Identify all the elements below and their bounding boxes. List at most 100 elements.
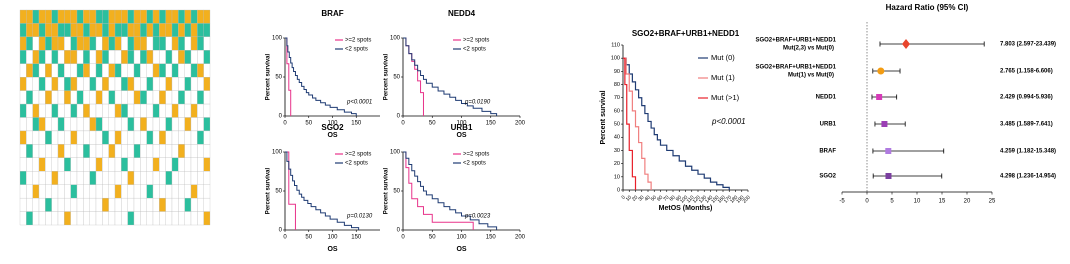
heatmap-cell <box>45 90 52 105</box>
heatmap-cell <box>114 9 122 24</box>
heatmap-cell <box>152 197 160 212</box>
heatmap-cell <box>140 103 147 118</box>
row-sublabel: Mut(2,3) vs Mut(0) <box>783 46 834 52</box>
heatmap-cell <box>178 23 185 38</box>
heatmap-cell <box>190 103 198 118</box>
heatmap-cell <box>64 103 71 118</box>
heatmap-cell <box>159 117 166 132</box>
heatmap-cell <box>159 36 166 51</box>
heatmap-cell <box>38 184 46 199</box>
heatmap-cell <box>184 211 192 226</box>
heatmap-cell <box>140 130 147 145</box>
legend-label: Mut (>1) <box>711 93 740 102</box>
heatmap-cell <box>51 197 59 212</box>
point <box>902 39 911 49</box>
survival-curve <box>623 57 637 190</box>
heatmap-cell <box>51 184 59 199</box>
heatmap-cell <box>190 63 198 78</box>
heatmap-cell <box>159 171 166 185</box>
heatmap-cell <box>32 130 40 145</box>
heatmap-cell <box>26 144 33 158</box>
heatmap-cell <box>165 103 173 118</box>
heatmap-cell <box>190 23 198 38</box>
x-tick-label: 10 <box>625 194 633 202</box>
heatmap-cell <box>203 36 211 51</box>
x-tick-label: 0 <box>283 235 287 241</box>
heatmap-cell <box>83 63 90 78</box>
x-tick-label: 90 <box>675 194 683 202</box>
row-label: SGO2+BRAF+URB1+NEDD1 <box>755 65 836 71</box>
heatmap-cell <box>38 171 46 185</box>
heatmap-cell <box>64 130 71 145</box>
heatmap-cell <box>133 50 141 64</box>
heatmap-cell <box>76 197 84 212</box>
heatmap-cell <box>165 90 173 105</box>
heatmap-cell <box>95 197 103 212</box>
heatmap-cell <box>140 211 147 226</box>
heatmap-cell <box>146 211 154 226</box>
heatmap-cell <box>133 23 141 38</box>
heatmap-cell <box>45 184 52 199</box>
heatmap-cell <box>152 211 160 226</box>
heatmap-cell <box>51 90 59 105</box>
point <box>881 121 888 127</box>
heatmap-cell <box>190 171 198 185</box>
x-tick-label: 20 <box>964 199 971 205</box>
x-tick-label: 0 <box>621 194 627 200</box>
heatmap-cell <box>178 130 185 145</box>
heatmap-cell <box>133 90 141 105</box>
heatmap-cell <box>165 63 173 78</box>
heatmap-cell <box>64 9 71 24</box>
heatmap-cell <box>51 36 59 51</box>
heatmap-cell <box>64 90 71 105</box>
heatmap-cell <box>108 144 116 158</box>
heatmap-cell <box>165 117 173 132</box>
heatmap-cell <box>146 184 154 199</box>
heatmap-cell <box>108 171 116 185</box>
survival-curve <box>285 151 296 230</box>
heatmap-cell <box>178 171 185 185</box>
heatmap-cell <box>114 171 122 185</box>
heatmap-cell <box>159 211 166 226</box>
y-tick-label: 40 <box>614 135 620 141</box>
heatmap-cell <box>45 103 52 118</box>
row-label: URB1 <box>820 122 837 128</box>
heatmap-cell <box>32 184 40 199</box>
heatmap-cell <box>159 157 166 172</box>
point <box>876 94 883 100</box>
y-tick-label: 60 <box>614 108 620 114</box>
y-tick-label: 20 <box>614 161 620 167</box>
x-tick-label: 100 <box>327 235 338 241</box>
heatmap-cell <box>197 117 204 132</box>
heatmap-cell <box>178 63 185 78</box>
heatmap-cell <box>114 50 122 64</box>
chart-title: SGO2+BRAF+URB1+NEDD1 <box>632 29 740 38</box>
heatmap-cell <box>146 36 154 51</box>
heatmap-cell <box>19 211 27 226</box>
heatmap-cell <box>197 90 204 105</box>
heatmap-cell <box>140 157 147 172</box>
legend-label: <2 spots <box>463 47 486 53</box>
y-tick-label: 50 <box>275 189 282 195</box>
heatmap-cell <box>38 36 46 51</box>
heatmap-cell <box>133 184 141 199</box>
heatmap-cell <box>108 23 116 38</box>
chart-title: NEDD4 <box>448 9 476 18</box>
x-tick-label: 50 <box>650 194 658 202</box>
heatmap-cell <box>121 77 128 91</box>
x-tick-label: 50 <box>429 235 436 241</box>
heatmap-cell <box>171 197 179 212</box>
heatmap-cell <box>102 144 109 158</box>
x-tick-label: 130 <box>698 194 708 204</box>
heatmap-cell <box>203 184 211 199</box>
heatmap-cell <box>146 90 154 105</box>
x-tick-label: 200 <box>742 194 752 204</box>
heatmap-cell <box>45 36 52 51</box>
heatmap-cell <box>178 36 185 51</box>
heatmap-cell <box>76 23 84 38</box>
heatmap-cell <box>127 23 135 38</box>
heatmap-cell <box>32 77 40 91</box>
heatmap-cell <box>184 50 192 64</box>
heatmap-cell <box>108 63 116 78</box>
x-tick-label: 40 <box>644 194 652 202</box>
